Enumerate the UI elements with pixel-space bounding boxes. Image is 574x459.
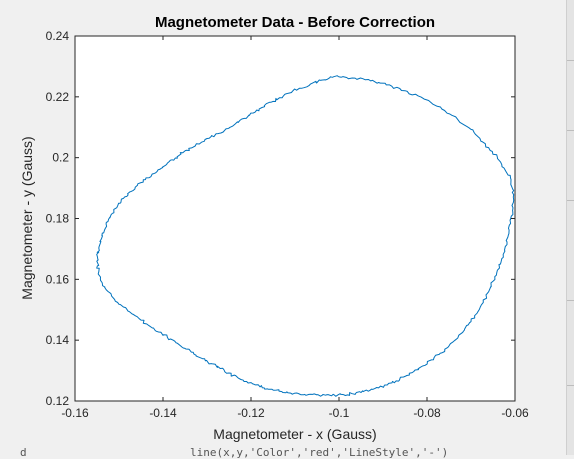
editor-peek-left: d: [20, 446, 27, 459]
y-tick-label: 0.14: [46, 333, 70, 347]
y-tick-label: 0.2: [52, 151, 69, 165]
x-tick-label: -0.12: [237, 406, 265, 420]
y-tick-label: 0.18: [46, 212, 70, 226]
right-panel-edge: [566, 0, 574, 455]
x-tick-label: -0.16: [61, 406, 89, 420]
series-group: [96, 75, 515, 397]
y-tick-label: 0.22: [46, 90, 70, 104]
chart-title: Magnetometer Data - Before Correction: [155, 14, 435, 31]
y-axis-ticks: 0.12 0.14 0.16 0.18 0.2 0.22 0.24: [46, 29, 515, 408]
editor-peek-code: line(x,y,'Color','red','LineStyle','-'): [190, 446, 449, 459]
y-tick-label: 0.24: [46, 29, 70, 43]
x-axis-label: Magnetometer - x (Gauss): [213, 426, 376, 442]
x-tick-label: -0.1: [329, 406, 350, 420]
x-tick-label: -0.08: [413, 406, 441, 420]
y-tick-label: 0.12: [46, 394, 70, 408]
y-axis-label: Magnetometer - y (Gauss): [19, 136, 35, 299]
x-tick-label: -0.06: [501, 406, 529, 420]
y-tick-label: 0.16: [46, 272, 70, 286]
x-tick-label: -0.14: [149, 406, 177, 420]
x-axis-ticks: -0.16 -0.14 -0.12 -0.1 -0.08 -0.06: [61, 36, 529, 420]
axes-box: [75, 36, 515, 401]
series-line-0: [96, 75, 515, 397]
